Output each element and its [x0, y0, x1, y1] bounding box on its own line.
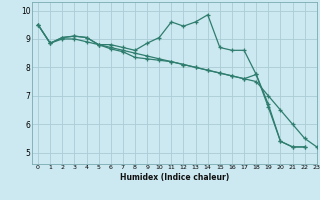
X-axis label: Humidex (Indice chaleur): Humidex (Indice chaleur)	[120, 173, 229, 182]
